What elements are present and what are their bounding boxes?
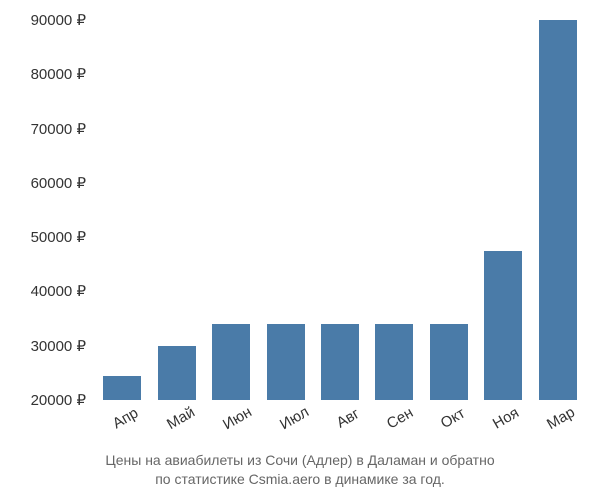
- y-tick-label: 30000 ₽: [31, 337, 86, 355]
- bar-may: [158, 346, 196, 400]
- y-tick-label: 50000 ₽: [31, 228, 86, 246]
- chart-caption: Цены на авиабилеты из Сочи (Адлер) в Дал…: [0, 451, 600, 490]
- bars-container: [95, 20, 585, 400]
- y-axis: 90000 ₽ 80000 ₽ 70000 ₽ 60000 ₽ 50000 ₽ …: [0, 20, 90, 400]
- price-chart: 90000 ₽ 80000 ₽ 70000 ₽ 60000 ₽ 50000 ₽ …: [0, 0, 600, 500]
- bar-jul: [267, 324, 305, 400]
- y-tick-label: 20000 ₽: [31, 391, 86, 409]
- caption-line-2: по статистике Csmia.aero в динамике за г…: [20, 470, 580, 490]
- caption-line-1: Цены на авиабилеты из Сочи (Адлер) в Дал…: [20, 451, 580, 471]
- bar-oct: [430, 324, 468, 400]
- bar-sep: [375, 324, 413, 400]
- y-tick-label: 90000 ₽: [31, 11, 86, 29]
- x-axis: Апр Май Июн Июл Авг Сен Окт Ноя Мар: [95, 405, 585, 455]
- y-tick-label: 60000 ₽: [31, 174, 86, 192]
- bar-aug: [321, 324, 359, 400]
- bar-apr: [103, 376, 141, 400]
- y-tick-label: 40000 ₽: [31, 282, 86, 300]
- plot-area: [95, 20, 585, 400]
- y-tick-label: 70000 ₽: [31, 120, 86, 138]
- y-tick-label: 80000 ₽: [31, 65, 86, 83]
- bar-nov: [484, 251, 522, 400]
- bar-jun: [212, 324, 250, 400]
- bar-mar: [539, 20, 577, 400]
